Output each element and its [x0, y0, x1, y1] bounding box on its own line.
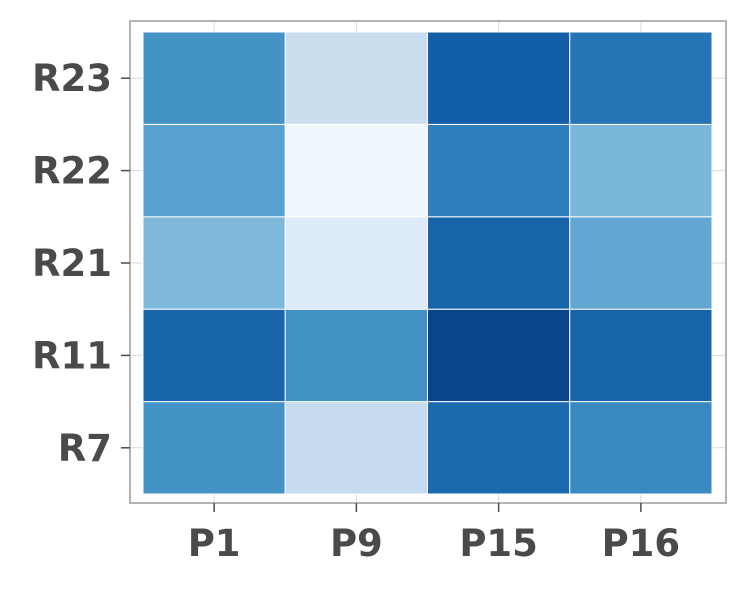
heatmap-cell-R21-P15 — [427, 216, 571, 310]
heatmap-cell-R23-P1 — [142, 31, 286, 125]
y-axis-tick-labels: R7 R11 R21 R22 R23 — [32, 57, 112, 470]
heatmap-cells — [142, 31, 713, 495]
x-tick-label: P16 — [602, 522, 681, 565]
heatmap-cell-R11-P16 — [569, 308, 713, 403]
heatmap-cell-R11-P1 — [142, 308, 286, 403]
axis-ticks — [121, 77, 642, 512]
heatmap-cell-R21-P9 — [284, 216, 428, 310]
plot-frame — [129, 20, 727, 504]
y-tick-label: R23 — [32, 57, 112, 100]
y-tick-label: R21 — [32, 242, 112, 285]
heatmap-cell-R23-P9 — [284, 31, 428, 125]
x-tick-label: P15 — [459, 522, 538, 565]
heatmap-cell-R21-P16 — [569, 216, 713, 310]
heatmap-cell-R22-P15 — [427, 123, 571, 218]
heatmap-cell-R7-P16 — [569, 401, 713, 495]
heatmap-cell-R22-P9 — [284, 123, 428, 218]
x-tick-label: P9 — [330, 522, 383, 565]
heatmap-cell-R7-P1 — [142, 401, 286, 495]
heatmap-cell-R11-P9 — [284, 308, 428, 403]
heatmap-cell-R7-P9 — [284, 401, 428, 495]
x-axis-tick-labels: P1 P9 P15 P16 — [188, 522, 680, 565]
x-tick-label: P1 — [188, 522, 241, 565]
heatmap-cell-R21-P1 — [142, 216, 286, 310]
heatmap-cell-R11-P15 — [427, 308, 571, 403]
heatmap-cell-R23-P16 — [569, 31, 713, 125]
y-tick-label: R22 — [32, 150, 112, 193]
heatmap-cell-R7-P15 — [427, 401, 571, 495]
y-tick-label: R7 — [58, 427, 112, 470]
y-tick-label: R11 — [32, 334, 112, 377]
heatmap-cell-R23-P15 — [427, 31, 571, 125]
heatmap-cell-R22-P16 — [569, 123, 713, 218]
heatmap-cell-R22-P1 — [142, 123, 286, 218]
